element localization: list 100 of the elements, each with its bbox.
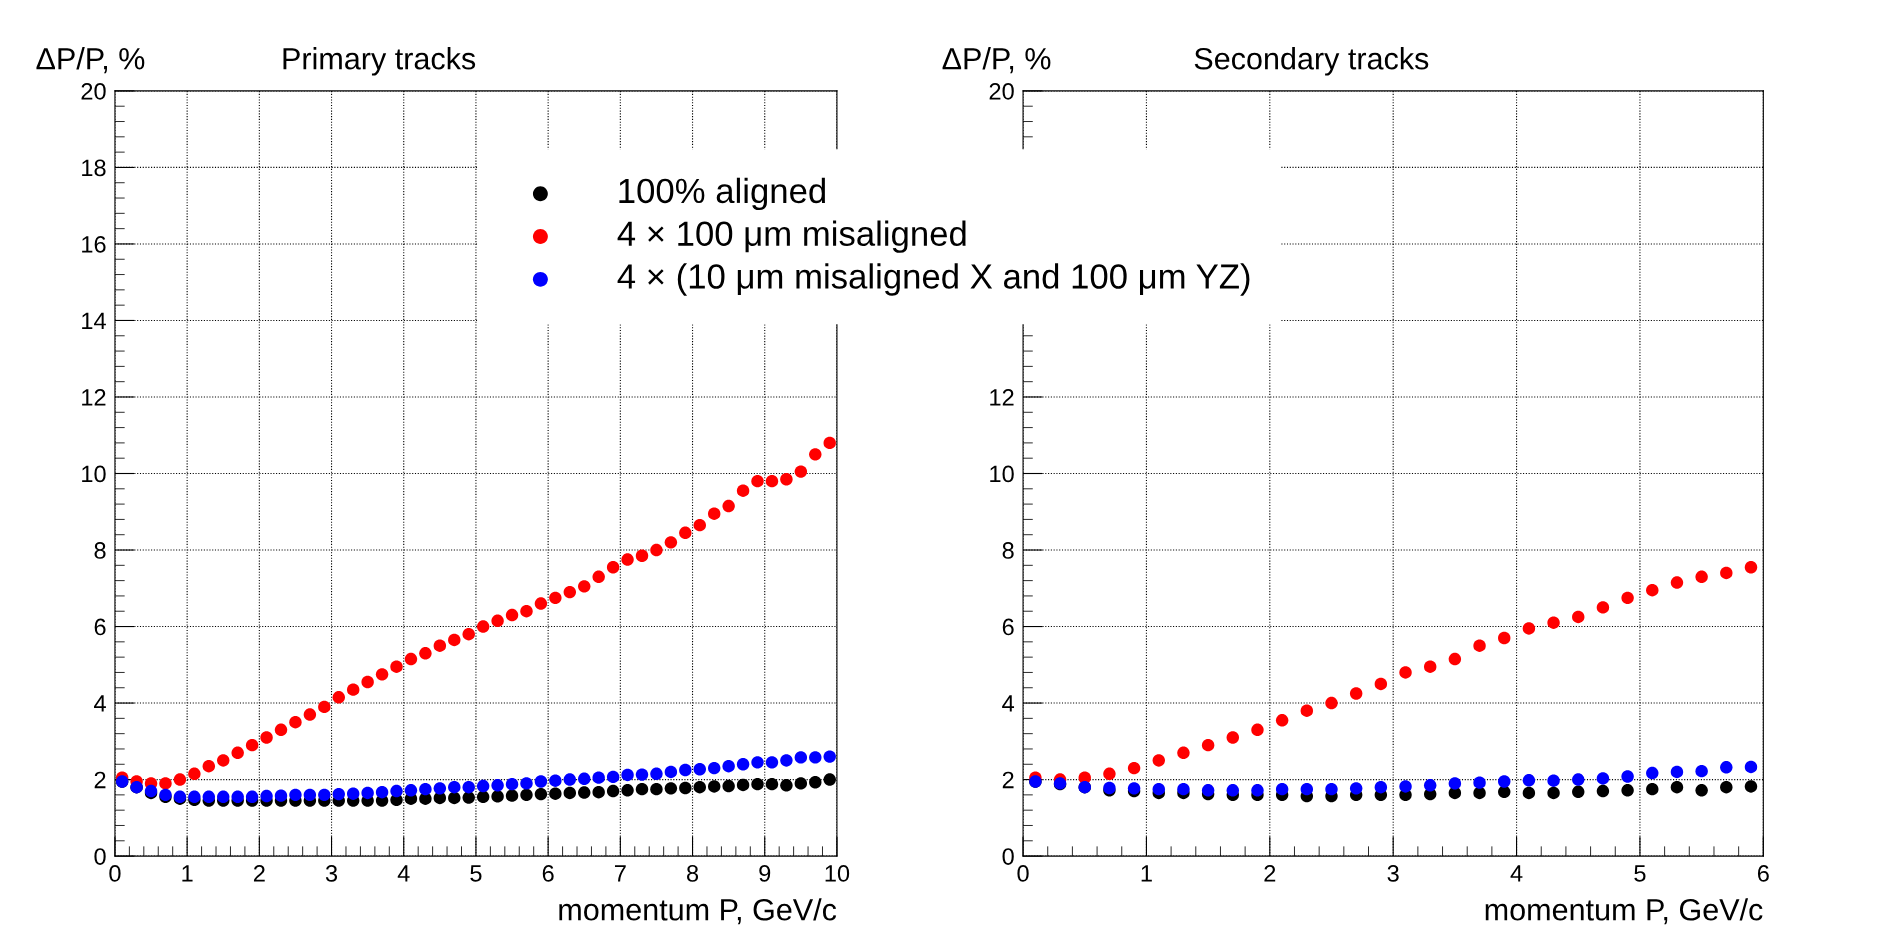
y-tick-label: 6 (1002, 618, 1014, 636)
point (635, 549, 649, 562)
y-tick-label: 8 (1002, 542, 1014, 559)
point (621, 768, 634, 782)
point (1374, 781, 1388, 794)
point (780, 473, 793, 486)
point (1547, 616, 1560, 629)
point (1695, 764, 1708, 778)
point (1695, 784, 1708, 797)
point (1670, 576, 1684, 589)
point (217, 790, 230, 803)
x-tick-label: 3 (325, 865, 338, 882)
point (1646, 782, 1659, 796)
point (780, 779, 793, 792)
point (332, 787, 345, 801)
point (534, 787, 548, 801)
point (1201, 784, 1215, 797)
point (1547, 774, 1560, 787)
point (549, 774, 562, 787)
point (707, 780, 721, 793)
point (809, 448, 822, 461)
point (1399, 780, 1412, 793)
point (592, 785, 605, 799)
point (794, 465, 808, 478)
point (650, 782, 663, 796)
point (780, 754, 793, 767)
point (274, 789, 288, 802)
point (1127, 761, 1141, 775)
point (592, 570, 605, 584)
y-tick-label: 2 (94, 771, 106, 789)
point (1572, 773, 1585, 786)
point (650, 767, 663, 781)
point (390, 784, 403, 798)
point (1152, 782, 1165, 796)
point (1177, 746, 1190, 759)
x-tick-label: 10 (825, 865, 850, 882)
point (1646, 583, 1659, 597)
point (1621, 591, 1634, 605)
point (1152, 754, 1165, 767)
point (375, 668, 389, 681)
point (1695, 570, 1708, 584)
point (462, 791, 475, 804)
x-tick-label: 6 (1757, 865, 1769, 882)
point (217, 754, 230, 767)
point (1522, 786, 1536, 800)
point (534, 775, 548, 788)
x-axis-title: momentum P, GeV/c (559, 898, 837, 925)
legend-label: 4 × (10 μm misaligned X and 100 μm YZ) (617, 263, 1250, 296)
point (404, 784, 418, 797)
point (635, 768, 649, 781)
point (231, 746, 244, 759)
point (346, 787, 360, 800)
point (318, 700, 331, 714)
x-axis-title: momentum P, GeV/c (1485, 898, 1763, 925)
point (1522, 622, 1536, 635)
y-axis-title: ΔP/P, % (942, 47, 1051, 74)
point (448, 791, 461, 805)
point (679, 781, 692, 795)
point (448, 781, 461, 794)
point (1498, 631, 1511, 645)
point (289, 715, 302, 729)
point (404, 652, 418, 666)
point (823, 436, 836, 450)
point (1596, 601, 1610, 614)
point (476, 779, 490, 793)
x-tick-label: 4 (397, 865, 410, 882)
point (549, 591, 562, 605)
point (274, 723, 288, 737)
point (722, 499, 735, 513)
point (606, 784, 620, 798)
y-tick-label: 0 (1002, 848, 1014, 865)
point (722, 759, 735, 773)
point (245, 738, 259, 752)
point (1374, 677, 1388, 691)
point (621, 553, 634, 566)
point (520, 605, 533, 618)
point (679, 526, 692, 540)
point (173, 773, 187, 786)
point (1498, 785, 1511, 799)
point (1670, 765, 1684, 779)
point (736, 484, 750, 497)
point (1103, 767, 1116, 781)
point (693, 518, 706, 532)
point (549, 787, 562, 800)
point (751, 756, 764, 769)
point (491, 614, 504, 628)
y-tick-label: 10 (82, 465, 106, 483)
point (1522, 774, 1536, 787)
point (664, 765, 678, 779)
y-tick-label: 4 (1002, 695, 1015, 712)
y-tick-label: 0 (94, 848, 106, 865)
point (1744, 561, 1758, 574)
point (245, 790, 259, 803)
y-tick-label: 12 (82, 389, 106, 406)
point (1646, 766, 1659, 780)
y-tick-label: 14 (82, 312, 106, 330)
point (375, 785, 389, 799)
y-axis-title: ΔP/P, % (36, 47, 145, 74)
point (390, 660, 403, 673)
point (1720, 761, 1733, 774)
